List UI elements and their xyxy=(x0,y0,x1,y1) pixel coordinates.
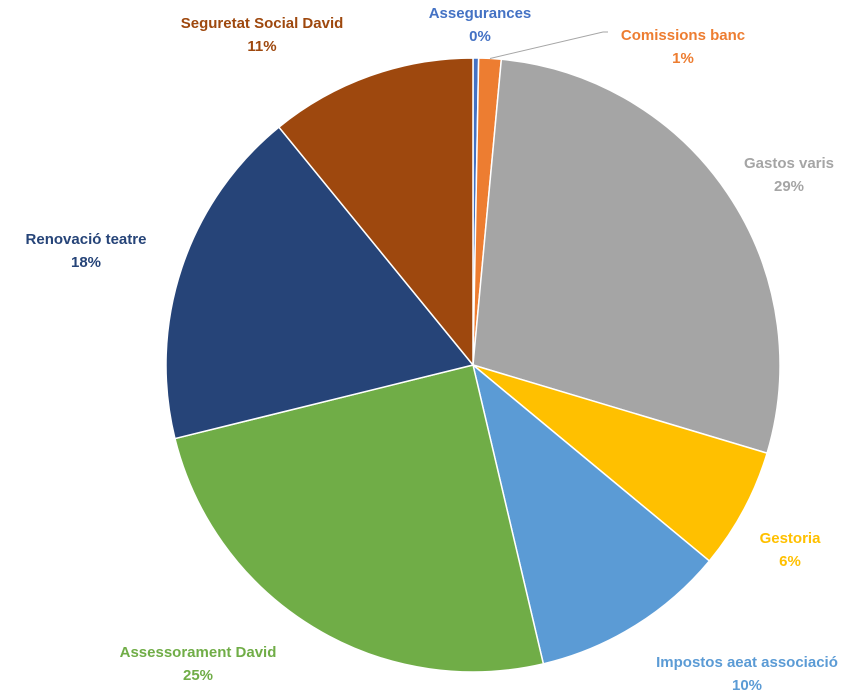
pie-slice-gestoria xyxy=(472,364,768,562)
slice-label-name: Comissions banc xyxy=(621,27,745,44)
slice-label-name: Renovació teatre xyxy=(26,231,147,248)
slice-label-name: Assegurances xyxy=(429,5,532,22)
slice-label-percent: 29% xyxy=(774,178,804,195)
pie-slice-seguretat-social-david xyxy=(277,57,474,368)
slice-label-percent: 18% xyxy=(71,254,101,271)
pie-slice-renovaci-teatre xyxy=(165,126,475,440)
slice-label-name: Seguretat Social David xyxy=(181,15,344,32)
slice-label-name: Impostos aeat associació xyxy=(656,654,838,671)
slice-label-name: Gestoria xyxy=(760,530,822,547)
pie-slices xyxy=(165,57,781,673)
slice-label-percent: 10% xyxy=(732,677,762,694)
pie-slice-assessorament-david xyxy=(174,364,545,673)
pie-slice-impostos-aeat-associaci xyxy=(471,362,711,665)
slice-label-percent: 25% xyxy=(183,667,213,684)
slice-labels: Assegurances 0% Comissions banc 1% Gastos va… xyxy=(26,5,838,694)
slice-label-name: Gastos varis xyxy=(744,155,834,172)
slice-label-percent: 1% xyxy=(672,50,694,67)
leader-lines xyxy=(489,31,608,59)
slice-label-name: Assessorament David xyxy=(120,644,277,661)
slice-label-percent: 11% xyxy=(247,38,276,55)
leader-line xyxy=(489,31,608,59)
slice-label-percent: 0% xyxy=(469,28,491,45)
pie-slice-gastos-varis xyxy=(472,58,781,455)
slice-label-percent: 6% xyxy=(779,553,801,570)
